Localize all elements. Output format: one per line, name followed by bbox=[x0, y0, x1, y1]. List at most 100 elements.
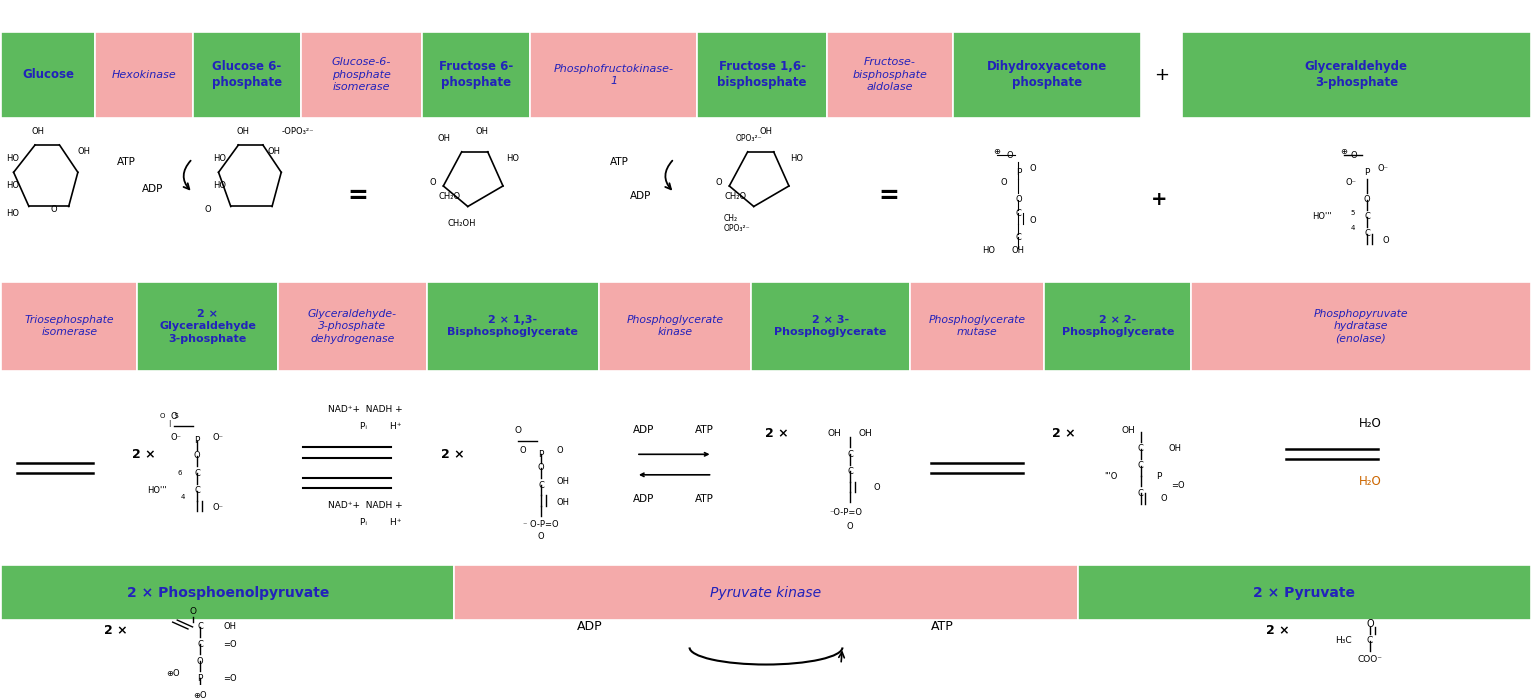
Text: O: O bbox=[1000, 178, 1008, 187]
Text: HO: HO bbox=[982, 247, 996, 255]
Text: OH: OH bbox=[1121, 426, 1135, 435]
Text: Phosphoglycerate
mutase: Phosphoglycerate mutase bbox=[928, 315, 1025, 338]
Text: C: C bbox=[1138, 445, 1143, 454]
Text: 2 × 2-
Phosphoglycerate: 2 × 2- Phosphoglycerate bbox=[1062, 315, 1174, 338]
Text: HO: HO bbox=[213, 182, 227, 190]
Text: C: C bbox=[538, 481, 544, 489]
Text: H₂O: H₂O bbox=[1359, 417, 1382, 430]
Text: 2 ×: 2 × bbox=[441, 448, 464, 461]
Text: HO: HO bbox=[213, 154, 227, 163]
Text: C: C bbox=[1138, 489, 1143, 498]
Text: O: O bbox=[198, 656, 204, 665]
Text: Phosphofructokinase-
1: Phosphofructokinase- 1 bbox=[555, 64, 674, 86]
Text: ATP: ATP bbox=[696, 426, 714, 435]
Text: CH₂O: CH₂O bbox=[438, 192, 461, 201]
Text: OH: OH bbox=[475, 127, 489, 136]
Text: C: C bbox=[1363, 229, 1370, 238]
Text: =O: =O bbox=[224, 640, 237, 649]
Text: O⁻: O⁻ bbox=[213, 433, 224, 442]
Text: +: + bbox=[1151, 190, 1167, 209]
Text: C: C bbox=[198, 640, 204, 649]
Text: 2 × 1,3-
Bisphosphoglycerate: 2 × 1,3- Bisphosphoglycerate bbox=[447, 315, 579, 338]
Text: ADP: ADP bbox=[633, 493, 654, 504]
Text: 2 × Phosphoenolpyruvate: 2 × Phosphoenolpyruvate bbox=[127, 586, 329, 600]
Text: HO: HO bbox=[791, 154, 803, 163]
Text: O: O bbox=[1030, 164, 1036, 173]
Bar bbox=[2, 282, 138, 370]
Text: O⁻: O⁻ bbox=[172, 433, 182, 442]
Text: O: O bbox=[1161, 494, 1167, 503]
Text: CH₂O: CH₂O bbox=[725, 192, 746, 201]
Text: O: O bbox=[170, 412, 178, 421]
Text: Phosphopyruvate
hydratase
(enolase): Phosphopyruvate hydratase (enolase) bbox=[1313, 309, 1408, 343]
Text: +: + bbox=[1154, 66, 1169, 84]
Text: OH: OH bbox=[1169, 445, 1181, 454]
Text: 5: 5 bbox=[1350, 210, 1354, 216]
Text: OH: OH bbox=[224, 622, 236, 631]
Text: O: O bbox=[188, 607, 196, 616]
Text: CH₂OH: CH₂OH bbox=[447, 219, 476, 228]
Text: OH: OH bbox=[32, 127, 44, 136]
Text: O: O bbox=[1382, 236, 1390, 245]
Text: O: O bbox=[1016, 195, 1022, 204]
Text: Glyceraldehyde
3-phosphate: Glyceraldehyde 3-phosphate bbox=[1305, 60, 1408, 89]
Bar bbox=[2, 565, 453, 620]
Bar bbox=[193, 32, 302, 117]
Text: Hexokinase: Hexokinase bbox=[112, 70, 176, 80]
Text: 2 × Pyruvate: 2 × Pyruvate bbox=[1253, 586, 1356, 600]
Text: C: C bbox=[1363, 212, 1370, 222]
Text: =: = bbox=[878, 185, 899, 208]
Text: OH: OH bbox=[1011, 247, 1025, 255]
Bar bbox=[953, 32, 1141, 117]
Text: O    S
|: O S | bbox=[161, 413, 179, 427]
Text: P: P bbox=[1157, 472, 1161, 481]
Text: C: C bbox=[1016, 233, 1022, 242]
Text: HO: HO bbox=[6, 182, 18, 190]
Text: 4: 4 bbox=[181, 494, 185, 500]
Text: ⊕: ⊕ bbox=[993, 147, 1000, 157]
Text: =O: =O bbox=[1172, 481, 1184, 489]
Text: H₃C: H₃C bbox=[1334, 636, 1351, 645]
Bar bbox=[910, 282, 1045, 370]
Text: C: C bbox=[1138, 461, 1143, 470]
Bar bbox=[1190, 282, 1530, 370]
Text: OH: OH bbox=[236, 127, 250, 136]
Text: ADP: ADP bbox=[142, 185, 164, 194]
Text: O: O bbox=[195, 451, 201, 460]
Bar bbox=[138, 282, 279, 370]
Text: P: P bbox=[539, 449, 544, 459]
Bar bbox=[827, 32, 953, 117]
Bar bbox=[421, 32, 530, 117]
Text: 2 ×: 2 × bbox=[764, 427, 789, 440]
Text: ATP: ATP bbox=[696, 493, 714, 504]
Text: HO''': HO''' bbox=[1311, 212, 1331, 222]
Text: O: O bbox=[1367, 619, 1374, 628]
Text: ADP: ADP bbox=[633, 426, 654, 435]
Text: C: C bbox=[195, 469, 201, 478]
Text: O⁻: O⁻ bbox=[1377, 164, 1388, 173]
Text: O: O bbox=[873, 482, 879, 491]
Text: CH₂
OPO₃²⁻: CH₂ OPO₃²⁻ bbox=[723, 214, 749, 233]
Text: Fructose-
bisphosphate
aldolase: Fructose- bisphosphate aldolase bbox=[852, 57, 927, 92]
Text: ATP: ATP bbox=[118, 157, 136, 167]
Text: O: O bbox=[51, 206, 57, 215]
Text: Glucose: Glucose bbox=[21, 69, 74, 81]
Bar bbox=[95, 32, 193, 117]
Text: C: C bbox=[198, 622, 204, 631]
Text: O: O bbox=[538, 463, 544, 473]
Text: O: O bbox=[1030, 216, 1036, 224]
Text: OPO₃²⁻: OPO₃²⁻ bbox=[735, 134, 761, 143]
Text: HO: HO bbox=[6, 209, 18, 218]
Text: COO⁻: COO⁻ bbox=[1357, 654, 1382, 663]
Text: ⁻O-P=O: ⁻O-P=O bbox=[829, 508, 863, 517]
Bar bbox=[2, 32, 95, 117]
Text: O⁻: O⁻ bbox=[213, 503, 224, 512]
Text: C: C bbox=[847, 449, 853, 459]
Text: O: O bbox=[847, 521, 853, 531]
Bar bbox=[1079, 565, 1530, 620]
Bar bbox=[530, 32, 697, 117]
Text: C: C bbox=[1016, 209, 1022, 218]
Text: 6: 6 bbox=[178, 470, 182, 477]
Text: P: P bbox=[1016, 168, 1020, 177]
Text: Dihydroxyacetone
phosphate: Dihydroxyacetone phosphate bbox=[987, 60, 1106, 89]
